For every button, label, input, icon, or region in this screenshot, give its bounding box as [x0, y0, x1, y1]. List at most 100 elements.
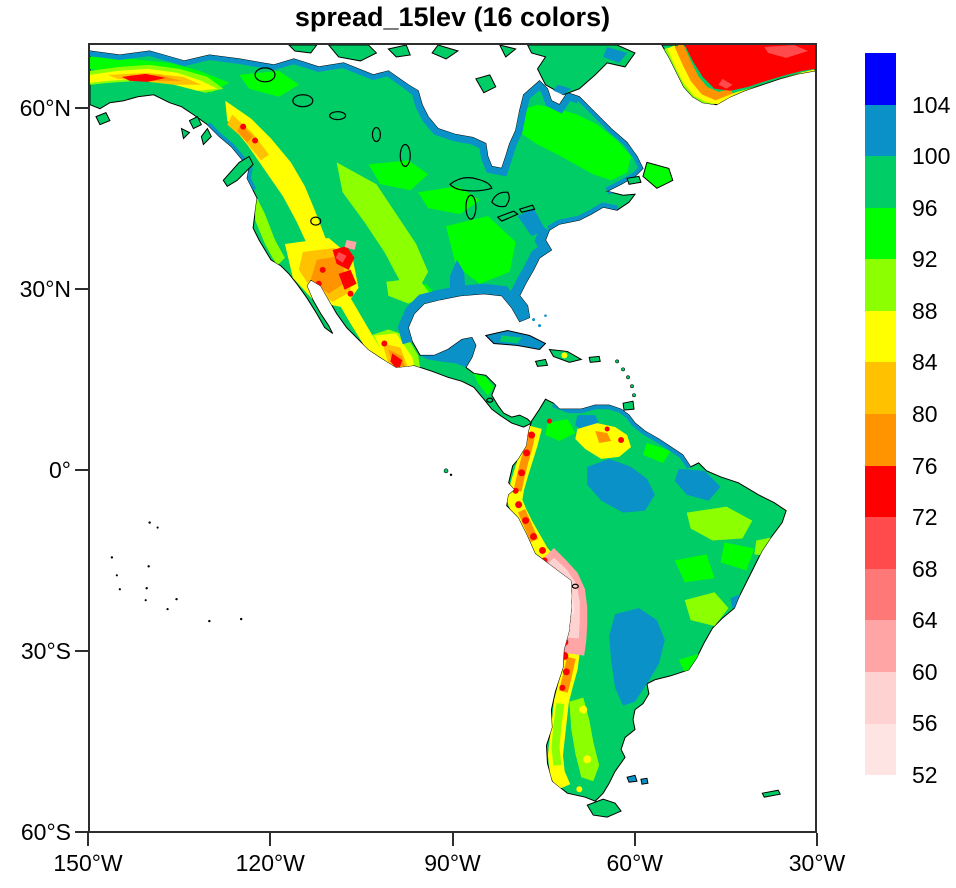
- colorbar-label: 88: [912, 297, 938, 324]
- colorbar-cell: [865, 259, 896, 311]
- mexico-red-dot: [393, 382, 400, 389]
- utah-red-blob: [338, 269, 357, 290]
- colorbar-label: 80: [912, 401, 938, 427]
- x-axis-tick: [269, 833, 272, 846]
- colorbar-cell: [865, 207, 896, 260]
- south-georgia: [761, 789, 781, 798]
- baffin-blue-patch: [603, 46, 628, 63]
- colorbar-cell: [865, 310, 896, 363]
- colorbar-label: 68: [912, 555, 938, 582]
- lake-outlines: [254, 67, 579, 589]
- arctic-island-3: [499, 45, 517, 58]
- lake-ontario: [518, 204, 536, 213]
- california-chartreuse: [255, 194, 285, 266]
- lake-superior: [449, 177, 493, 192]
- andes-patagonia-chartreuse: [551, 703, 565, 766]
- lake-nicaragua: [486, 397, 494, 403]
- x-axis-tick-label: 90°W: [424, 850, 481, 876]
- ontario-green-patch: [418, 186, 480, 215]
- colorbar-label: 52: [912, 762, 938, 788]
- bc-orange-spot: [237, 124, 254, 143]
- map-plot-area: [88, 43, 817, 833]
- hudson-valley-blue: [517, 208, 546, 237]
- tierra-del-fuego: [586, 798, 622, 818]
- quebec-green-patch: [507, 104, 632, 181]
- colorbar-cell: [865, 104, 896, 157]
- alexander-archipelago-2: [180, 127, 191, 140]
- greenland-lightred-north: [764, 45, 809, 58]
- colorbar-cell: [865, 414, 896, 466]
- lake-huron: [491, 191, 510, 208]
- colorbar-label: 76: [912, 452, 938, 479]
- lake-titicaca: [571, 583, 579, 589]
- colorbar-label: 104: [912, 91, 951, 118]
- bahamas-dots: [532, 314, 547, 328]
- alexander-archipelago: [188, 115, 203, 130]
- colorbar-label: 92: [912, 246, 938, 273]
- colorbar-label: 72: [912, 504, 938, 531]
- mexico-red-dot: [381, 340, 388, 347]
- bc-red-dot: [252, 137, 259, 144]
- mexico-red-blob: [390, 353, 403, 372]
- patagonia-chartreuse-band: [569, 697, 600, 782]
- colorbar-cell: [865, 723, 896, 776]
- great-salt-lake: [310, 216, 322, 226]
- x-axis-tick: [816, 833, 818, 846]
- sa-north-coast-blue-fringe: [552, 399, 694, 470]
- kodiak-island: [95, 112, 111, 126]
- colorbar-label: 84: [912, 349, 938, 376]
- y-axis-tick: [75, 107, 88, 109]
- rockies-red-dot: [319, 266, 326, 273]
- falkland-east: [640, 777, 649, 785]
- anticosti-island: [626, 175, 642, 185]
- x-axis-tick: [633, 833, 636, 846]
- newfoundland: [642, 161, 674, 189]
- hispaniola-yellow-spot: [561, 352, 568, 359]
- brazil-green-patch: [720, 542, 755, 571]
- cordillera-yellow-band: [225, 100, 397, 380]
- amazon-mouth-blue: [674, 468, 721, 501]
- y-axis-tick-label: 60°S: [20, 819, 71, 845]
- colombia-green-patch: [545, 419, 576, 441]
- arctic-island-2: [431, 45, 460, 60]
- greenland-orange-band: [674, 45, 734, 102]
- altiplano-palest-band: [562, 583, 575, 615]
- lake-athabasca: [329, 111, 347, 121]
- prairie-green-patch: [368, 160, 429, 191]
- great-slave-lake: [292, 94, 314, 108]
- y-axis-tick-label: 0°: [49, 457, 71, 483]
- lake-michigan: [465, 194, 477, 220]
- colorbar-cell: [865, 362, 896, 415]
- south-america-landmass: [506, 398, 787, 802]
- y-axis-tick-label: 30°N: [19, 276, 71, 302]
- baffin-blue-patch-2: [553, 84, 572, 95]
- x-axis-tick: [87, 833, 89, 846]
- colorbar-label: 64: [912, 607, 938, 634]
- colorbar-cell: [865, 671, 896, 724]
- jamaica: [534, 358, 549, 367]
- reindeer-lake: [371, 126, 381, 143]
- trinidad: [622, 400, 635, 411]
- central-america-green: [473, 373, 494, 396]
- us-midwest-green: [446, 216, 516, 284]
- pacific-island-specks: [110, 521, 243, 623]
- x-axis-tick: [451, 833, 454, 846]
- guiana-red-dot: [604, 426, 610, 432]
- southampton-island: [475, 74, 497, 94]
- florida-blue: [503, 295, 530, 322]
- parana-blue-patch: [609, 608, 665, 706]
- colorbar-label: 96: [912, 194, 938, 221]
- plains-chartreuse-band: [336, 162, 429, 290]
- guiana-green-patch: [642, 442, 671, 463]
- x-axis-tick-label: 30°W: [788, 850, 846, 876]
- colorbar-cell: [865, 568, 896, 621]
- guiana-highlands-orange: [595, 431, 612, 443]
- mississippi-blue-wedge: [450, 259, 466, 296]
- patagonia-yellow-dot: [576, 786, 583, 793]
- greenland-lightred-spot: [718, 78, 733, 89]
- patagonia-yellow-dot: [583, 755, 592, 764]
- y-axis-tick: [75, 831, 88, 833]
- banks-island: [288, 45, 318, 54]
- lesser-antilles-dots: [615, 359, 636, 398]
- colorbar: [865, 53, 896, 776]
